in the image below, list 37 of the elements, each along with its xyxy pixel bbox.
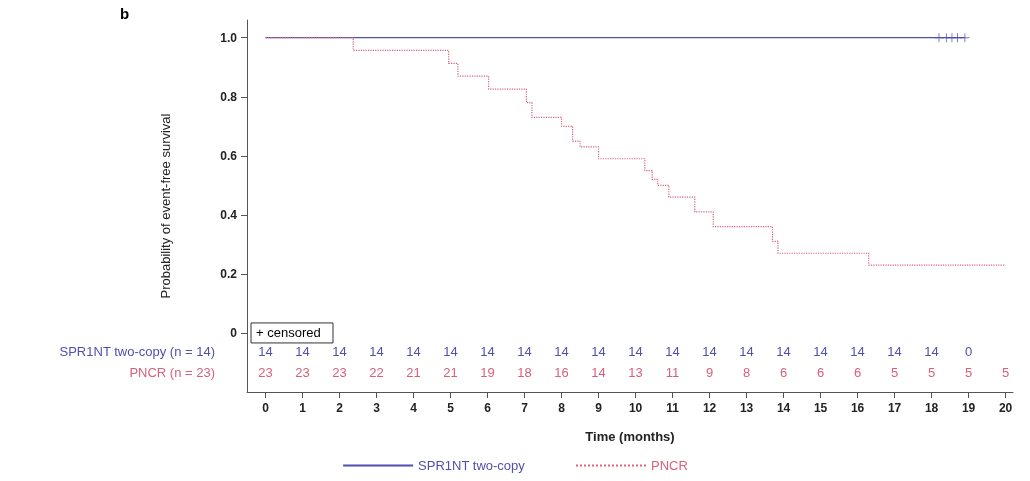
text: 23 23 23 22 21 21 19 18 16 14 13 11 9 8 6 6 6 5 5 5 5 <box>258 365 1010 381</box>
x-tick-label: 7 <box>521 401 529 415</box>
x-tick-label: 1 <box>299 401 307 415</box>
x-tick-label: 20 <box>998 401 1013 415</box>
x-tick-label: 11 <box>666 401 680 415</box>
y-tick-label: 0.8 <box>220 89 238 104</box>
text: PNCR <box>651 458 688 473</box>
y-tick-label: 0.6 <box>220 148 238 163</box>
text: SPR1NT two-copy (n = 14) <box>59 344 215 360</box>
x-axis-title: Time (months) <box>585 429 675 444</box>
text: 14 14 14 14 14 14 14 14 14 14 14 14 14 14 14 14 14 14 14 0 <box>258 344 973 360</box>
y-tick-label: 0 <box>230 325 238 340</box>
x-tick-label: 15 <box>813 401 828 415</box>
x-tick-label: 4 <box>410 401 418 415</box>
x-tick-label: 17 <box>887 401 902 415</box>
x-tick-label: 10 <box>628 401 643 415</box>
y-tick-label: 0.4 <box>220 207 238 222</box>
x-tick-label: 12 <box>702 401 717 415</box>
annotation: + censored <box>256 325 321 341</box>
x-tick-label: 2 <box>336 401 344 415</box>
x-tick-label: 8 <box>558 401 566 415</box>
x-tick-label: 13 <box>739 401 754 415</box>
x-tick-label: 5 <box>447 401 455 415</box>
x-tick-label: 18 <box>924 401 939 415</box>
text: b <box>120 5 130 22</box>
x-tick-label: 0 <box>262 401 270 415</box>
y-tick-label: 0.2 <box>220 266 238 281</box>
x-tick-label: 19 <box>961 401 976 415</box>
y-axis-title: Probability of event-free survival <box>158 113 173 299</box>
x-tick-label: 3 <box>373 401 381 415</box>
y-tick-label: 1.0 <box>220 30 238 45</box>
text: PNCR (n = 23) <box>129 365 215 381</box>
x-tick-label: 16 <box>850 401 865 415</box>
x-tick-label: 9 <box>595 401 603 415</box>
x-tick-label: 6 <box>484 401 492 415</box>
x-tick-label: 14 <box>776 401 791 415</box>
text: SPR1NT two-copy <box>418 458 526 473</box>
